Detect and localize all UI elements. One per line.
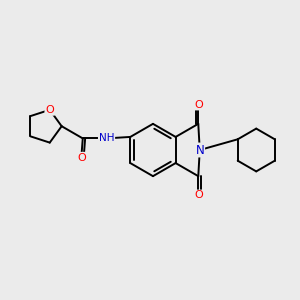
Text: N: N: [195, 143, 204, 157]
Text: O: O: [194, 100, 203, 110]
Text: NH: NH: [99, 134, 114, 143]
Text: O: O: [77, 153, 86, 163]
Text: O: O: [194, 190, 203, 200]
Text: O: O: [45, 105, 54, 115]
